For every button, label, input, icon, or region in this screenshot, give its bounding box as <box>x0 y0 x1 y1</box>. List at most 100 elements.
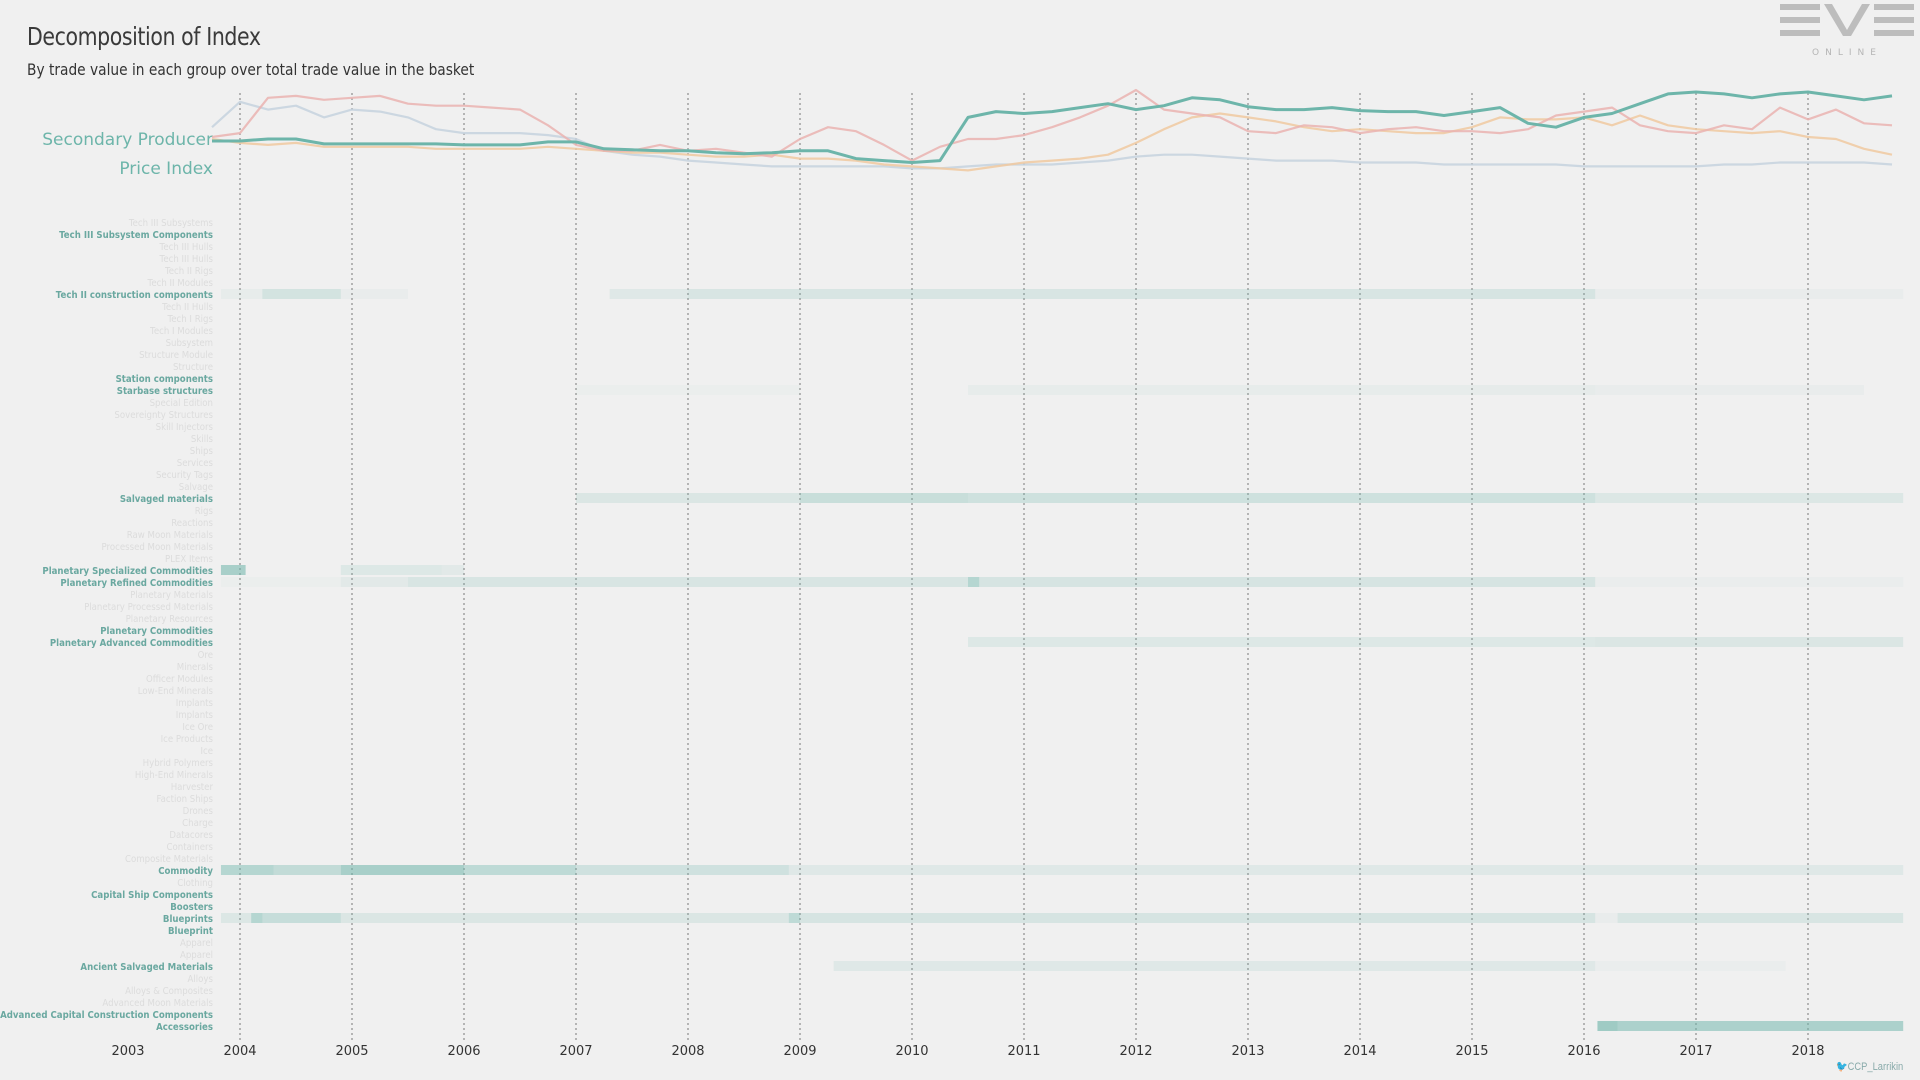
row-label: Starbase structures <box>117 385 214 397</box>
heatmap-cell <box>340 865 464 875</box>
heatmap-cell <box>220 565 246 575</box>
heatmap-cell <box>609 289 688 299</box>
row-label: Station components <box>116 373 214 385</box>
chart-title: Decomposition of Index <box>27 22 261 51</box>
row-label: Tech III Hulls <box>159 253 213 265</box>
row-label: Raw Moon Materials <box>127 529 213 541</box>
row-label: Planetary Commodities <box>100 625 213 637</box>
heatmap-cell <box>220 289 263 299</box>
row-label: Tech III Hulls <box>159 241 213 253</box>
row-label: Tech II Modules <box>147 277 214 289</box>
row-label: Composite Materials <box>125 853 213 865</box>
heatmap-cell <box>262 289 341 299</box>
index-series-line-1 <box>211 88 1893 162</box>
heatmap-cell <box>1595 913 1618 923</box>
twitter-credit: 🐦CCP_Larrikin <box>1836 1060 1903 1073</box>
heatmap-cell <box>340 289 408 299</box>
index-series-line-0 <box>212 90 1893 164</box>
x-tick-label: 2004 <box>223 1044 256 1059</box>
row-label: Minerals <box>177 661 213 673</box>
x-tick-label: 2006 <box>447 1044 480 1059</box>
index-label-line1: Secondary Producer <box>42 130 213 150</box>
heatmap-cell <box>800 493 968 503</box>
heatmap-cell <box>1597 1021 1618 1031</box>
heatmap-cell <box>800 913 1596 923</box>
x-tick-label: 2012 <box>1119 1044 1152 1059</box>
row-label: Advanced Capital Construction Components <box>0 1009 213 1021</box>
row-label: Alloys <box>188 973 214 985</box>
heatmap-cell <box>1595 577 1904 587</box>
heatmap-cell <box>340 565 442 575</box>
row-label: Ships <box>190 445 213 457</box>
heatmap-cell <box>340 577 408 587</box>
row-label: Security Tags <box>156 469 213 481</box>
row-label: Planetary Processed Materials <box>84 601 213 613</box>
row-label: Capital Ship Components <box>91 889 213 901</box>
row-label: Alloys & Composites <box>125 985 213 997</box>
row-label: Tech III Subsystem Components <box>59 229 213 241</box>
row-label: Tech III Subsystems <box>128 217 213 229</box>
row-label: Faction Ships <box>156 793 213 805</box>
heatmap-cell <box>968 637 1596 647</box>
row-label: Tech I Modules <box>149 325 213 337</box>
heatmap-cell <box>220 865 274 875</box>
row-label: Ancient Salvaged Materials <box>80 961 213 973</box>
heatmap-cell <box>220 913 252 923</box>
heatmap-cell <box>221 577 341 587</box>
heatmap-cell <box>688 289 1472 299</box>
year-gridlines <box>239 93 1809 1040</box>
row-label: Planetary Advanced Commodities <box>50 637 214 649</box>
row-label: Processed Moon Materials <box>102 541 214 553</box>
twitter-icon: 🐦 <box>1836 1061 1848 1073</box>
heatmap-cell <box>576 493 800 503</box>
row-label: Sovereignty Structures <box>114 409 213 421</box>
heatmap-cell <box>833 961 1596 971</box>
row-label: Implants <box>176 709 213 721</box>
heatmap-cell <box>968 385 1472 395</box>
heatmap-cell <box>979 577 1596 587</box>
heatmap-cell <box>576 865 789 875</box>
row-label: Ice Products <box>161 733 213 745</box>
row-label: Accessories <box>156 1021 213 1033</box>
heatmap-cell <box>1595 493 1904 503</box>
x-tick-label: 2013 <box>1231 1044 1264 1059</box>
row-label: Drones <box>183 805 214 817</box>
row-label: Low-End Minerals <box>138 685 213 697</box>
credit-handle: CCP_Larrikin <box>1847 1061 1904 1073</box>
x-tick-label: 2010 <box>895 1044 928 1059</box>
heatmap-cell <box>408 577 968 587</box>
row-label: Subsystem <box>166 337 213 349</box>
row-label: Services <box>177 457 213 469</box>
row-label: Rigs <box>195 505 213 517</box>
heatmap-cell <box>1472 289 1596 299</box>
row-label: Charge <box>182 817 213 829</box>
row-label: Skills <box>191 433 213 445</box>
row-label: High-End Minerals <box>135 769 213 781</box>
heatmap-cell <box>441 565 464 575</box>
row-label: Commodity <box>158 865 213 877</box>
heatmap-cell <box>1595 289 1904 299</box>
row-label: Officer Modules <box>146 673 213 685</box>
heatmap-cell <box>576 385 800 395</box>
row-label: Apparel <box>180 949 213 961</box>
row-label: Ore <box>198 649 214 661</box>
x-tick-label: 2015 <box>1455 1044 1488 1059</box>
heatmap-cell <box>1617 913 1904 923</box>
row-label: Tech II construction components <box>56 289 214 301</box>
row-label: Skill Injectors <box>156 421 213 433</box>
index-series-line-2 <box>211 112 1893 172</box>
row-label: Salvage <box>179 481 213 493</box>
row-label: Structure <box>173 361 213 373</box>
x-tick-label: 2017 <box>1679 1044 1712 1059</box>
row-label: Blueprint <box>168 925 213 937</box>
row-label: Tech II Hulls <box>161 301 213 313</box>
x-tick-label: 2009 <box>783 1044 816 1059</box>
row-label: Ice Ore <box>182 721 213 733</box>
x-tick-label: 2016 <box>1567 1044 1600 1059</box>
heatmap-cell <box>1595 865 1904 875</box>
x-axis-tick-labels: 2003 2004 2005 2006 2007 2008 2009 2010 2011 2012… <box>111 1044 1824 1059</box>
heatmap-cell <box>788 913 800 923</box>
chart-subtitle: By trade value in each group over total … <box>27 60 475 79</box>
heatmap-cell <box>251 913 263 923</box>
